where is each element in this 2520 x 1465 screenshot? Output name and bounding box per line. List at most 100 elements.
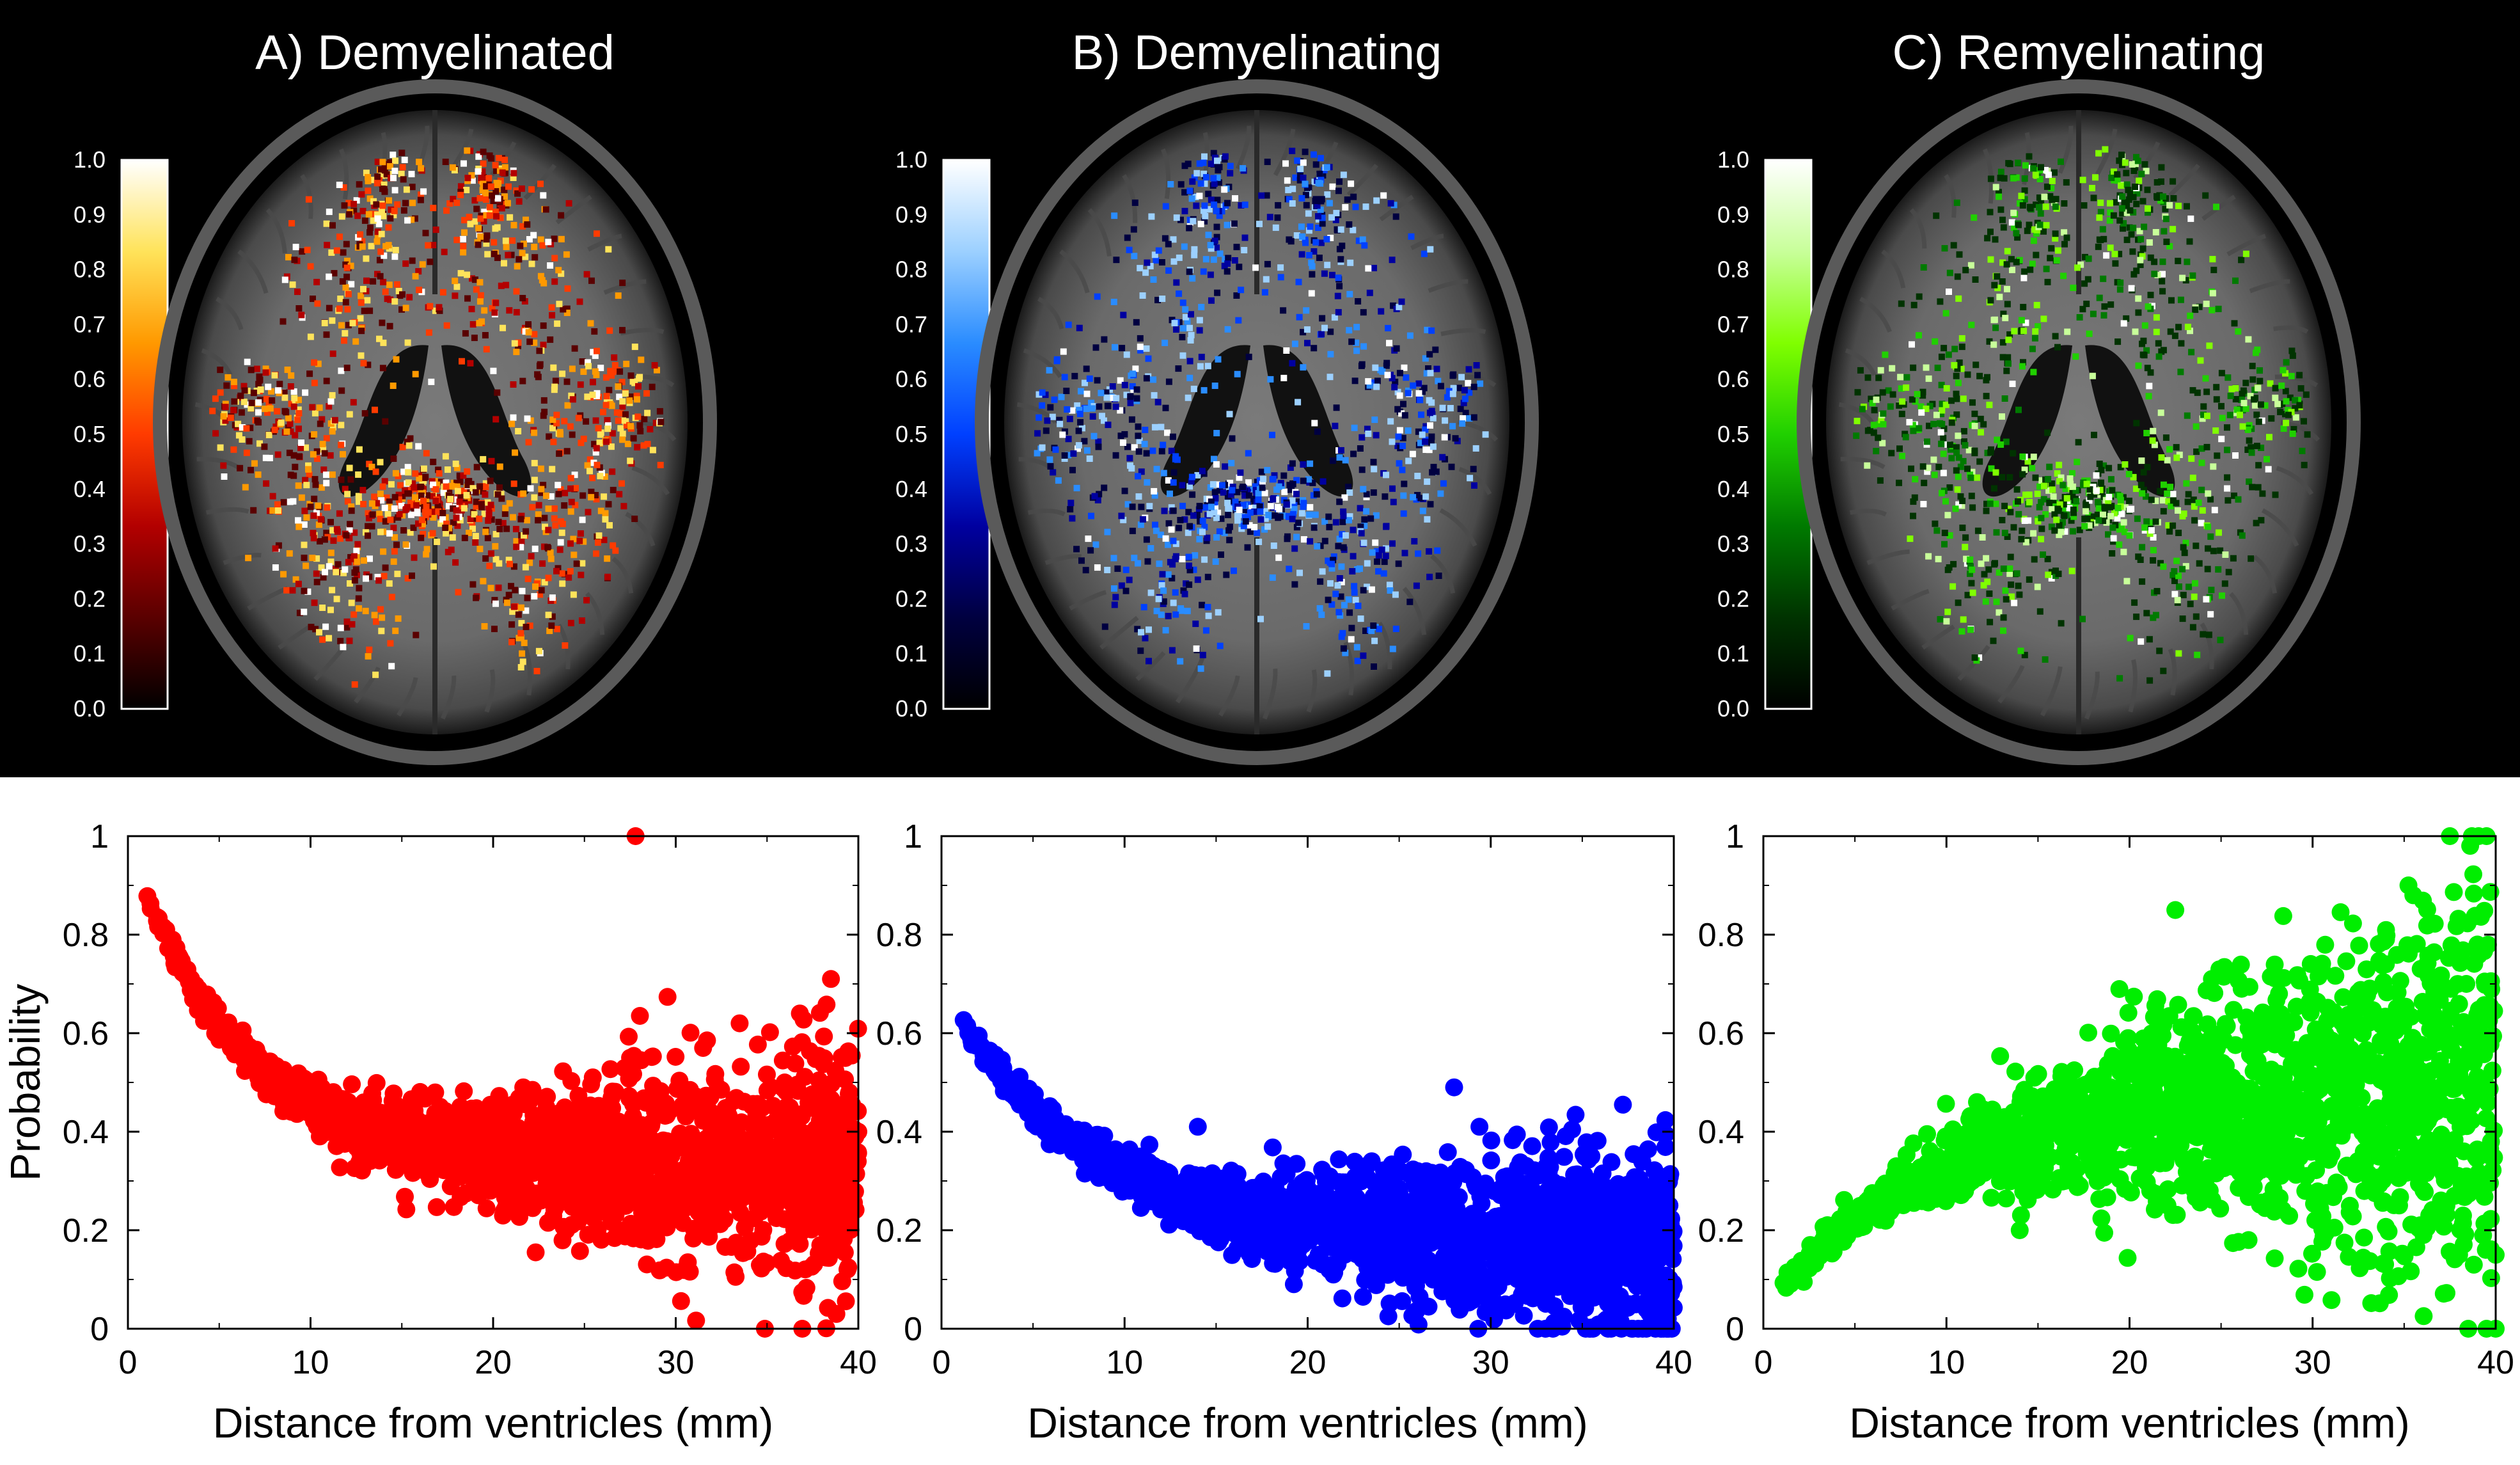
scatter-point	[2475, 996, 2494, 1015]
scatter-point	[617, 1184, 635, 1202]
scatter-point	[1614, 1095, 1632, 1114]
scatter-point	[1433, 1269, 1451, 1288]
scatter-point	[1291, 1252, 1309, 1271]
scatter-point	[396, 1187, 414, 1206]
scatter-point	[519, 1120, 538, 1139]
scatter-point	[1313, 1201, 1332, 1219]
colorbar-tick-label: 0.2	[74, 585, 106, 612]
scatter-point	[735, 1171, 753, 1189]
scatter-point	[1520, 1260, 1539, 1278]
scatter-point	[792, 1107, 811, 1125]
scatter-point	[1244, 1185, 1263, 1203]
x-tick-label: 0	[933, 1344, 951, 1381]
scatter-point	[412, 1114, 430, 1133]
scatter-point-outlier	[1408, 1162, 1427, 1180]
colorbar-tick-label: 0.3	[74, 531, 106, 557]
scatter-point	[617, 1114, 636, 1132]
scatter-point	[1403, 1306, 1422, 1325]
scatter-point	[523, 1136, 542, 1155]
scatter-point	[1424, 1174, 1443, 1192]
scatter-point	[2223, 1157, 2242, 1176]
scatter-point	[440, 1152, 459, 1171]
scatter-point	[1589, 1315, 1608, 1334]
scatter-point	[2449, 910, 2468, 928]
scatter-point	[647, 1195, 665, 1214]
scatter-point	[1479, 1279, 1497, 1297]
scatter-point	[540, 1183, 558, 1201]
scatter-point	[2425, 914, 2444, 933]
scatter-point	[1144, 1157, 1163, 1175]
x-tick-label: 30	[1472, 1344, 1509, 1381]
scatter-point	[1460, 1294, 1478, 1311]
scatter-point	[2340, 1247, 2358, 1266]
scatter-point	[591, 1155, 609, 1174]
colorbar-tick-label: 0.3	[895, 531, 927, 557]
scatter-point	[289, 1088, 307, 1106]
scatter-point	[1438, 1143, 1457, 1161]
scatter-point	[1470, 1118, 1489, 1136]
scatter-point	[2453, 1207, 2472, 1225]
scatter-point	[817, 995, 836, 1014]
scatter-point	[754, 1221, 773, 1239]
scatter-point	[995, 1082, 1013, 1100]
scatter-point	[1504, 1131, 1522, 1150]
scatter-point	[2400, 944, 2418, 963]
colorbar-tick-label: 0.5	[1717, 421, 1749, 447]
scatter-point	[1402, 1253, 1421, 1271]
scatter-point-outlier	[1188, 1118, 1207, 1136]
scatter-point	[775, 1235, 794, 1253]
scatter-point	[413, 1138, 432, 1157]
scatter-point	[1540, 1163, 1558, 1182]
brain-panel-B: B) Demyelinating0.00.10.20.30.40.50.60.7…	[895, 26, 1539, 765]
scatter-point	[1351, 1172, 1370, 1191]
scatter-point	[565, 1136, 583, 1155]
scatter-point	[2423, 1201, 2442, 1219]
scatter-point	[728, 1090, 746, 1109]
scatter-point	[564, 1168, 583, 1187]
scatter-point	[779, 1082, 798, 1100]
scatter-point	[2079, 1024, 2097, 1042]
scatter-point	[2463, 1083, 2482, 1102]
scatter-point	[2377, 921, 2395, 939]
scatter-point	[508, 1196, 526, 1214]
colorbar-tick-label: 0.9	[1717, 202, 1749, 228]
scatter-point-outlier	[694, 1039, 713, 1057]
scatter-point	[1471, 1187, 1490, 1206]
scatter-point	[661, 1102, 679, 1120]
y-tick-label: 0.8	[876, 917, 922, 954]
scatter-point	[2184, 1007, 2203, 1026]
scatter-point	[1535, 1292, 1554, 1310]
scatter-point	[1380, 1294, 1399, 1313]
scatter-point	[1485, 1215, 1503, 1233]
scatter-point	[476, 1116, 495, 1135]
scatter-point	[675, 1139, 694, 1157]
scatter-point	[1517, 1157, 1535, 1175]
scatter-point	[808, 1127, 827, 1146]
scatter-point	[652, 1176, 670, 1195]
scatter-point	[689, 1094, 708, 1113]
scatter-point	[2474, 1226, 2492, 1244]
colorbar-tick-label: 0.6	[895, 366, 927, 392]
scatter-point	[756, 1174, 775, 1192]
scatter-point	[727, 1267, 745, 1286]
scatter-point-outlier	[621, 1049, 640, 1067]
colorbar-tick-label: 0.0	[1717, 695, 1749, 722]
scatter-point	[1121, 1146, 1140, 1164]
scatter-point	[799, 1144, 817, 1162]
scatter-point	[352, 1161, 371, 1180]
scatter-point	[1485, 1310, 1503, 1329]
scatter-points	[138, 827, 867, 1338]
scatter-point	[526, 1243, 545, 1262]
scatter-point	[2098, 1188, 2116, 1207]
scatter-point	[631, 1007, 649, 1025]
scatter-point	[620, 1070, 638, 1088]
scatter-point	[1566, 1105, 1585, 1124]
scatter-point	[602, 1213, 620, 1231]
scatter-point	[2210, 1060, 2228, 1079]
scatter-point	[1108, 1158, 1126, 1176]
scatter-point	[2006, 1063, 2024, 1081]
colorbar-tick-label: 1.0	[895, 146, 927, 173]
scatter-point	[2380, 1286, 2398, 1304]
